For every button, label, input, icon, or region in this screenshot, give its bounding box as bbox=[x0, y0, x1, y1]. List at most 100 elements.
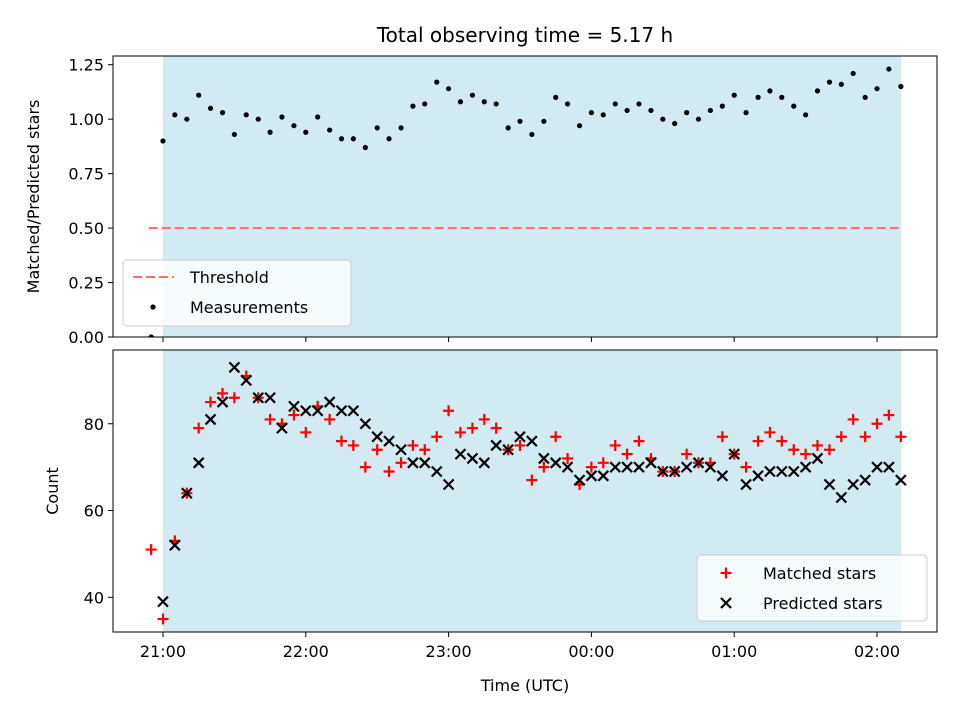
matched-point bbox=[835, 431, 847, 443]
predicted-point bbox=[347, 404, 360, 417]
matched-point bbox=[562, 452, 574, 464]
measurement-point bbox=[826, 79, 833, 85]
matched-point bbox=[157, 613, 169, 625]
matched-point bbox=[407, 439, 419, 451]
matched-point bbox=[847, 413, 859, 425]
measurement-point bbox=[457, 99, 464, 105]
matched-point bbox=[621, 448, 633, 460]
axes-frame bbox=[112, 349, 938, 633]
x-tick-label: 00:00 bbox=[568, 642, 614, 661]
predicted-point bbox=[478, 457, 491, 469]
predicted-point bbox=[418, 457, 431, 469]
legend-predicted-label: Predicted stars bbox=[763, 594, 883, 613]
measurement-point bbox=[684, 110, 690, 116]
predicted-point bbox=[764, 465, 776, 478]
measurement-point bbox=[445, 86, 452, 92]
measurement-point bbox=[327, 127, 333, 133]
matched-point bbox=[383, 465, 395, 477]
measurement-point bbox=[529, 131, 535, 138]
predicted-point bbox=[490, 439, 502, 452]
matched-point bbox=[823, 444, 835, 456]
measurement-point bbox=[564, 101, 571, 107]
y-tick-label: 1.25 bbox=[68, 56, 104, 75]
predicted-point bbox=[264, 391, 276, 404]
measurement-point bbox=[481, 99, 487, 105]
predicted-point bbox=[895, 474, 907, 486]
legend-bottom: Matched stars Predicted stars bbox=[696, 554, 928, 622]
matched-point bbox=[347, 439, 359, 451]
predicted-point bbox=[371, 430, 383, 443]
matched-point bbox=[443, 405, 455, 417]
predicted-point bbox=[692, 457, 705, 469]
predicted-point bbox=[704, 461, 717, 473]
axes-frame bbox=[112, 55, 938, 338]
bottom-panel: 40 60 80 21:00 22:00 23:00 00:00 01:00 02:00 Coun… bbox=[43, 349, 938, 695]
predicted-point bbox=[835, 491, 848, 504]
y-axis-label: Matched/Predicted stars bbox=[24, 100, 43, 294]
matched-point bbox=[431, 431, 443, 443]
predicted-point bbox=[871, 461, 883, 473]
measurement-point bbox=[231, 131, 237, 138]
measurement-point bbox=[731, 92, 737, 98]
measurement-point bbox=[172, 112, 178, 118]
predicted-point bbox=[561, 461, 574, 473]
predicted-point bbox=[216, 396, 229, 408]
predicted-point bbox=[752, 470, 764, 482]
measurement-point bbox=[184, 116, 190, 122]
measurement-point bbox=[791, 103, 797, 109]
measurement-point bbox=[612, 101, 618, 107]
predicted-point bbox=[657, 465, 669, 478]
measurement-point bbox=[648, 107, 654, 114]
predicted-point bbox=[549, 457, 562, 469]
measurement-point bbox=[838, 81, 844, 87]
predicted-point bbox=[169, 539, 181, 552]
measurement-point bbox=[398, 125, 404, 131]
predicted-point bbox=[240, 374, 253, 387]
y-axis-label: Count bbox=[43, 467, 62, 515]
matched-point bbox=[716, 431, 728, 443]
legend-box bbox=[696, 554, 928, 622]
matched-point bbox=[490, 422, 502, 434]
predicted-point bbox=[335, 404, 348, 417]
predicted-point bbox=[454, 448, 467, 460]
matched-point bbox=[764, 426, 776, 438]
series-dot bbox=[148, 66, 904, 337]
matched-point bbox=[419, 444, 431, 456]
measurement-point bbox=[350, 136, 356, 142]
matched-point bbox=[585, 461, 597, 473]
predicted-point bbox=[787, 465, 800, 478]
matched-point bbox=[454, 426, 466, 438]
predicted-point bbox=[728, 448, 740, 460]
predicted-point bbox=[276, 422, 288, 434]
matched-point bbox=[324, 413, 336, 425]
predicted-point bbox=[799, 461, 812, 473]
predicted-point bbox=[847, 478, 859, 491]
predicted-point bbox=[609, 461, 622, 473]
measurement-point bbox=[886, 66, 892, 72]
matched-point bbox=[538, 461, 550, 473]
y-tick-label: 0.75 bbox=[68, 165, 104, 184]
y-tick-label: 40 bbox=[84, 588, 104, 607]
matched-point bbox=[371, 444, 383, 456]
measurement-point bbox=[850, 70, 856, 77]
y-tick-label: 80 bbox=[84, 415, 104, 434]
matched-point bbox=[466, 422, 478, 434]
measurement-point bbox=[291, 123, 297, 129]
legend-predicted-swatch bbox=[720, 597, 732, 609]
matched-point bbox=[395, 457, 407, 469]
measurement-point bbox=[160, 138, 166, 144]
predicted-point bbox=[823, 478, 836, 491]
measurement-point bbox=[469, 92, 476, 98]
predicted-point bbox=[442, 478, 455, 491]
measurement-point bbox=[588, 110, 595, 116]
predicted-point bbox=[585, 470, 598, 482]
predicted-point bbox=[359, 417, 372, 430]
matched-point bbox=[788, 444, 800, 456]
predicted-point bbox=[228, 361, 241, 374]
x-tick-label: 23:00 bbox=[426, 642, 472, 661]
measurement-point bbox=[755, 94, 761, 100]
matched-point bbox=[752, 435, 764, 447]
measurement-point bbox=[434, 79, 440, 85]
legend-measurement-swatch bbox=[150, 304, 156, 310]
